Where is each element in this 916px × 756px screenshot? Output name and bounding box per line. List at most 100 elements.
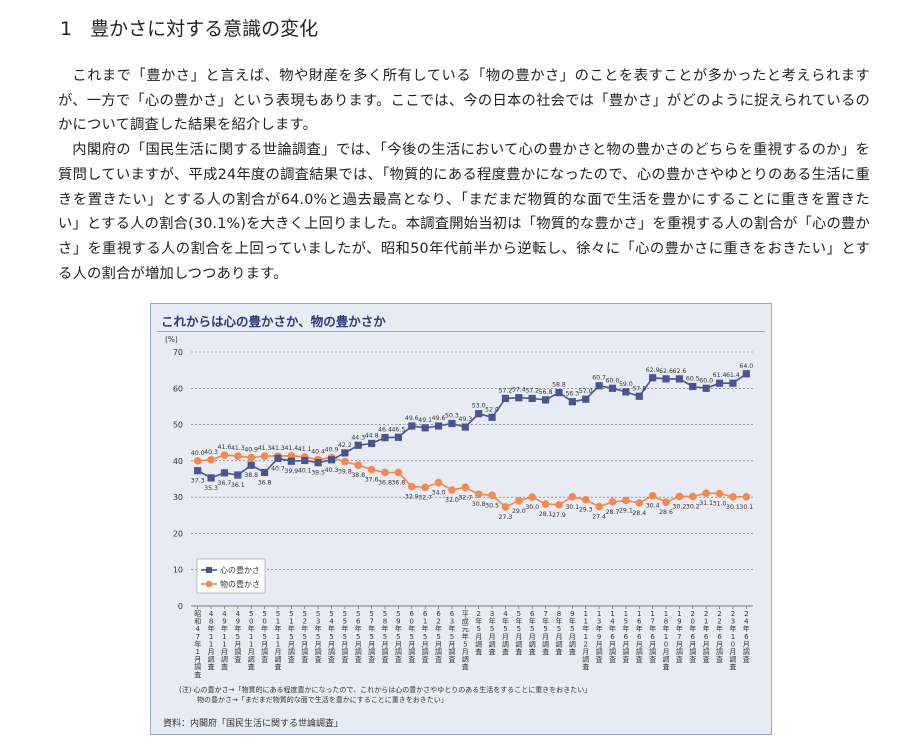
data-point-kokoro: [501, 394, 510, 403]
data-point-kokoro: [408, 422, 416, 430]
data-label-mono: 40.3: [204, 449, 218, 456]
data-point-mono: [581, 495, 590, 504]
x-tick-label: 2 2 年 6 月調査: [716, 610, 723, 664]
x-tick-label: 5 2 年 5 月調査: [301, 610, 308, 664]
data-label-kokoro: 40.3: [325, 467, 339, 474]
data-label-kokoro: 62.9: [646, 367, 660, 374]
data-point-kokoro: [528, 394, 536, 403]
x-tick-label: 5 5 年 5 月調査: [341, 610, 348, 664]
x-tick-label: 5 3 年 5 月調査: [315, 610, 322, 664]
data-point-mono: [568, 492, 577, 501]
y-tick-label: 40: [173, 457, 183, 466]
data-point-kokoro: [234, 471, 242, 479]
data-point-kokoro: [608, 384, 617, 392]
x-tick-label: 2 4 年 6 月調査: [743, 610, 750, 664]
data-point-mono: [220, 451, 229, 459]
x-tick-label: 5 9 年 5 月調査: [395, 610, 402, 664]
y-tick-label: 50: [173, 421, 183, 430]
data-label-kokoro: 61.4: [713, 372, 727, 379]
data-point-kokoro: [434, 422, 443, 430]
data-point-kokoro: [595, 382, 603, 390]
data-label-kokoro: 44.3: [351, 434, 365, 441]
x-tick-label: 6 年 5 月調査: [529, 610, 536, 656]
data-label-mono: 40.9: [244, 447, 258, 454]
x-tick-label: 7 年 5 月調査: [542, 610, 549, 656]
data-label-mono: 27.9: [552, 512, 566, 519]
chart-panel: これからは心の豊かさか、物の豊かさか (%) 0 10 20 30 40 50 60 70 昭和 4…: [150, 303, 772, 735]
x-tick-label: 9 年 5 月調査: [569, 610, 576, 656]
data-point-mono: [622, 496, 630, 505]
y-tick-label: 30: [173, 493, 183, 502]
data-label-mono: 27.4: [592, 514, 606, 521]
x-tick-label: 1 5 年 6 月調査: [622, 610, 629, 664]
data-point-kokoro: [729, 379, 737, 387]
data-point-kokoro: [715, 379, 724, 387]
data-point-mono: [488, 491, 496, 500]
data-label-mono: 40.0: [191, 450, 205, 457]
data-point-kokoro: [742, 370, 750, 378]
data-label-mono: 41.3: [231, 445, 245, 452]
data-point-mono: [688, 492, 697, 501]
data-label-mono: 30.1: [565, 504, 579, 511]
legend-label-kokoro: 心の豊かさ: [220, 565, 260, 575]
chart-source: 資料：内閣府「国民生活に関する世論調査」: [163, 719, 344, 729]
data-label-mono: 40.4: [311, 448, 325, 455]
data-label-kokoro: 58.8: [552, 382, 566, 389]
x-tick-label: 5 4 年 5 月調査: [328, 610, 335, 664]
data-point-mono: [648, 491, 657, 500]
data-label-mono: 32.0: [445, 497, 459, 504]
data-label-mono: 27.3: [499, 514, 513, 521]
x-tick-label: 5 7 年 5 月調査: [368, 610, 375, 664]
x-tick-label: 4 9 年 1 1 月調査: [221, 610, 228, 671]
paragraph: これまで「豊かさ」と言えば、物や財産を多く所有している「物の豊かさ」のことを表す…: [58, 68, 870, 134]
data-label-mono: 41.4: [284, 445, 298, 452]
data-point-mono: [595, 502, 603, 511]
data-point-kokoro: [260, 468, 269, 477]
x-tick-label: 1 6 年 6 月調査: [636, 610, 643, 664]
data-point-mono: [715, 489, 724, 498]
data-point-kokoro: [314, 459, 322, 467]
x-tick-label: 1 4 年 6 月調査: [609, 610, 616, 664]
legend-label-mono: 物の豊かさ: [220, 579, 260, 589]
data-label-mono: 36.8: [378, 479, 392, 486]
y-axis-unit: (%): [165, 335, 178, 344]
data-label-mono: 39.8: [338, 469, 352, 476]
data-point-kokoro: [354, 441, 362, 449]
data-label-kokoro: 57.8: [632, 385, 646, 392]
data-label-kokoro: 49.6: [432, 415, 446, 422]
data-label-mono: 41.1: [298, 446, 312, 453]
x-tick-label: 5 1 年 5 月調査: [288, 610, 295, 664]
data-label-mono: 29.1: [619, 507, 633, 514]
data-point-kokoro: [341, 449, 349, 457]
data-label-mono: 32.9: [405, 494, 419, 501]
data-point-kokoro: [368, 439, 376, 448]
data-point-mono: [354, 461, 363, 470]
x-tick-label: 5 8 年 5 月調査: [382, 610, 389, 664]
data-label-kokoro: 57.4: [512, 387, 526, 394]
data-label-kokoro: 60.7: [592, 375, 606, 382]
data-point-mono: [555, 500, 563, 509]
data-point-mono: [434, 478, 443, 487]
data-point-kokoro: [301, 456, 309, 465]
data-point-mono: [193, 457, 202, 465]
data-label-kokoro: 36.7: [218, 480, 232, 487]
data-point-kokoro: [448, 419, 456, 428]
data-label-mono: 34.0: [432, 490, 446, 497]
data-label-mono: 30.0: [525, 504, 539, 511]
body-text: これまで「豊かさ」と言えば、物や財産を多く所有している「物の豊かさ」のことを表す…: [58, 64, 870, 286]
data-label-kokoro: 40.1: [298, 467, 312, 474]
data-point-kokoro: [568, 398, 576, 406]
y-tick-label: 70: [173, 348, 183, 357]
data-label-mono: 31.0: [713, 501, 727, 508]
data-point-kokoro: [220, 469, 229, 477]
x-tick-label: 1 3 年 9 月調査: [596, 610, 603, 664]
chart-title-divider: [157, 331, 765, 332]
data-point-kokoro: [421, 424, 429, 432]
data-point-kokoro: [515, 394, 523, 402]
data-label-mono: 30.2: [673, 503, 687, 510]
y-tick-label: 0: [178, 602, 183, 611]
data-point-kokoro: [488, 413, 496, 421]
data-point-mono: [394, 468, 403, 477]
data-label-kokoro: 57.2: [525, 387, 539, 394]
x-tick-label: 2 3 年 1 0 月調査: [729, 610, 736, 671]
